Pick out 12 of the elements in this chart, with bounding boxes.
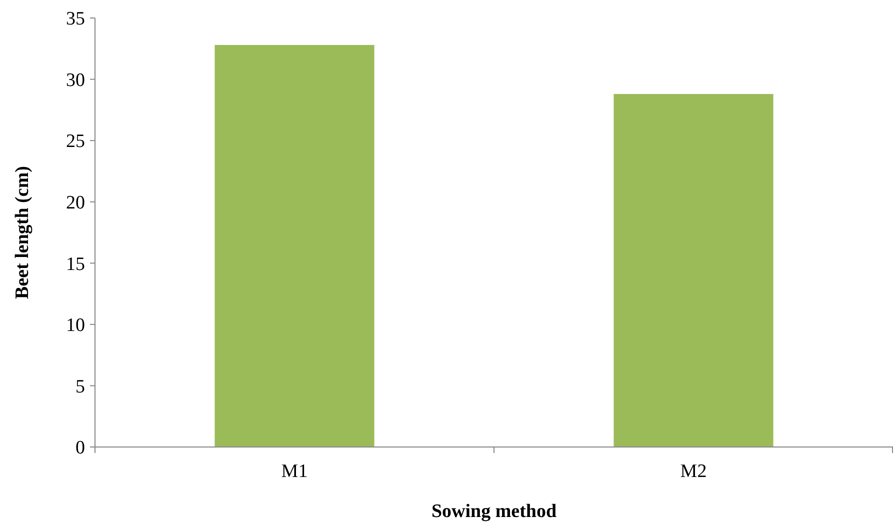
y-axis-title: Beet length (cm) bbox=[12, 166, 33, 299]
y-tick-label: 30 bbox=[66, 70, 85, 91]
x-tick-label: M1 bbox=[281, 461, 308, 482]
y-tick-label: 35 bbox=[66, 8, 85, 30]
y-tick-label: 15 bbox=[66, 254, 85, 275]
y-tick-label: 0 bbox=[76, 438, 85, 459]
y-tick-label: 25 bbox=[66, 131, 85, 152]
x-tick-label: M2 bbox=[680, 461, 707, 482]
y-tick-label: 20 bbox=[66, 192, 85, 214]
y-tick-label: 10 bbox=[66, 315, 85, 336]
x-axis-title: Sowing method bbox=[431, 501, 557, 522]
y-tick-label: 5 bbox=[76, 376, 85, 398]
